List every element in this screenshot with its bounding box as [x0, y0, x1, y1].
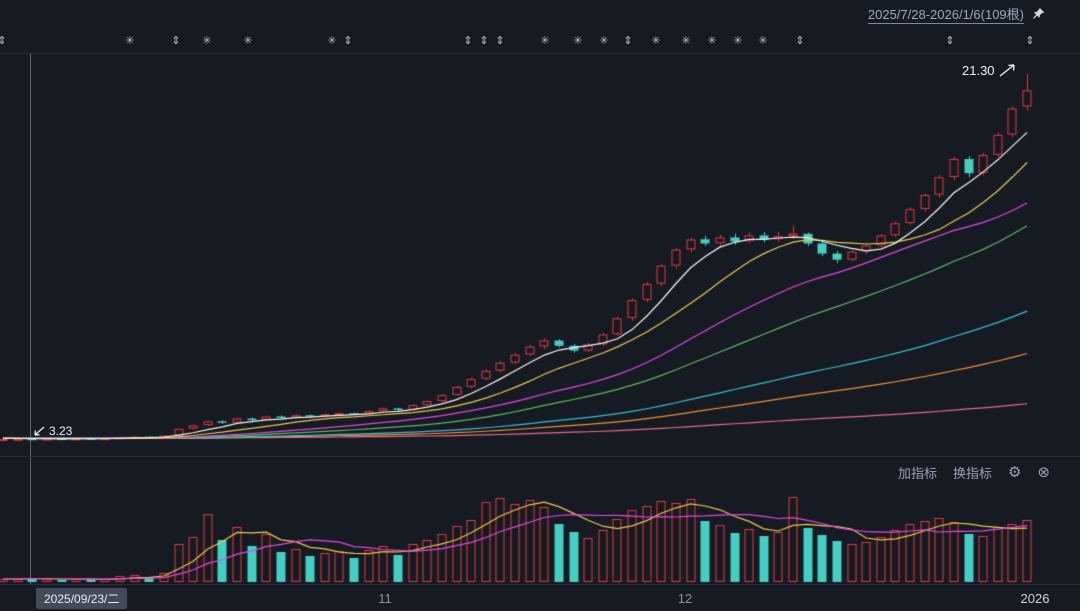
- event-marker-star[interactable]: ✳: [733, 35, 743, 47]
- crosshair-vline: [30, 54, 31, 585]
- event-marker-arrows[interactable]: ⇕: [945, 35, 955, 47]
- event-marker-star[interactable]: ✳: [758, 35, 768, 47]
- axis-month-label: 11: [378, 591, 392, 606]
- event-marker-star[interactable]: ✳: [327, 35, 337, 47]
- event-marker-star[interactable]: ✳: [573, 35, 583, 47]
- event-marker-star[interactable]: ✳: [125, 35, 135, 47]
- event-marker-arrows[interactable]: ⇕: [495, 35, 505, 47]
- pin-icon[interactable]: [1032, 7, 1046, 21]
- event-marker-star[interactable]: ✳: [540, 35, 550, 47]
- axis-month-label: 2026: [1020, 591, 1050, 606]
- event-marker-arrows[interactable]: ⇕: [623, 35, 633, 47]
- close-pane-icon[interactable]: ⊗: [1037, 463, 1050, 481]
- arrow-up-right-icon: [999, 64, 1015, 77]
- indicator-toolbar: 加指标 换指标 ⚙ ⊗: [0, 456, 1080, 487]
- min-price-annotation: 3.23: [32, 424, 72, 438]
- event-marker-arrows[interactable]: ⇕: [795, 35, 805, 47]
- event-marker-arrows[interactable]: ⇕: [0, 35, 7, 47]
- event-marker-star[interactable]: ✳: [599, 35, 609, 47]
- axis-month-label: 12: [677, 591, 693, 606]
- candlestick-chart-canvas[interactable]: [0, 54, 1080, 456]
- switch-indicator-button[interactable]: 换指标: [952, 465, 992, 481]
- settings-gear-icon[interactable]: ⚙: [1007, 463, 1022, 481]
- event-marker-row: ⇕ ✳ ⇕ ✳ ✳ ✳ ⇕ ⇕ ⇕ ⇕ ✳ ✳ ✳ ⇕ ✳ ✳ ✳ ✳ ✳ ⇕ ⇕ ⇕: [0, 31, 1080, 51]
- event-marker-star[interactable]: ✳: [707, 35, 717, 47]
- crosshair-date-label: 2025/09/23/二: [36, 588, 128, 609]
- event-marker-arrows[interactable]: ⇕: [463, 35, 473, 47]
- min-price-text: 3.23: [49, 424, 73, 438]
- event-marker-star[interactable]: ✳: [243, 35, 253, 47]
- date-range-link[interactable]: 2025/7/28-2026/1/6(109根): [867, 4, 1024, 24]
- volume-chart-canvas[interactable]: [0, 487, 1080, 584]
- max-price-annotation: 21.30: [962, 62, 1018, 78]
- event-marker-star[interactable]: ✳: [681, 35, 691, 47]
- pane-divider-top: [0, 53, 1080, 54]
- event-marker-arrows[interactable]: ⇕: [479, 35, 489, 47]
- event-marker-star[interactable]: ✳: [202, 35, 212, 47]
- event-marker-arrows[interactable]: ⇕: [1025, 35, 1035, 47]
- max-price-text: 21.30: [962, 62, 995, 78]
- event-marker-star[interactable]: ✳: [651, 35, 661, 47]
- topbar: 2025/7/28-2026/1/6(109根): [0, 0, 1080, 28]
- event-marker-arrows[interactable]: ⇕: [171, 35, 181, 47]
- time-axis: 2025/09/23/二 11 12 2026: [0, 584, 1080, 611]
- arrow-down-left-icon: [34, 426, 45, 436]
- add-indicator-button[interactable]: 加指标: [897, 465, 937, 481]
- event-marker-arrows[interactable]: ⇕: [343, 35, 353, 47]
